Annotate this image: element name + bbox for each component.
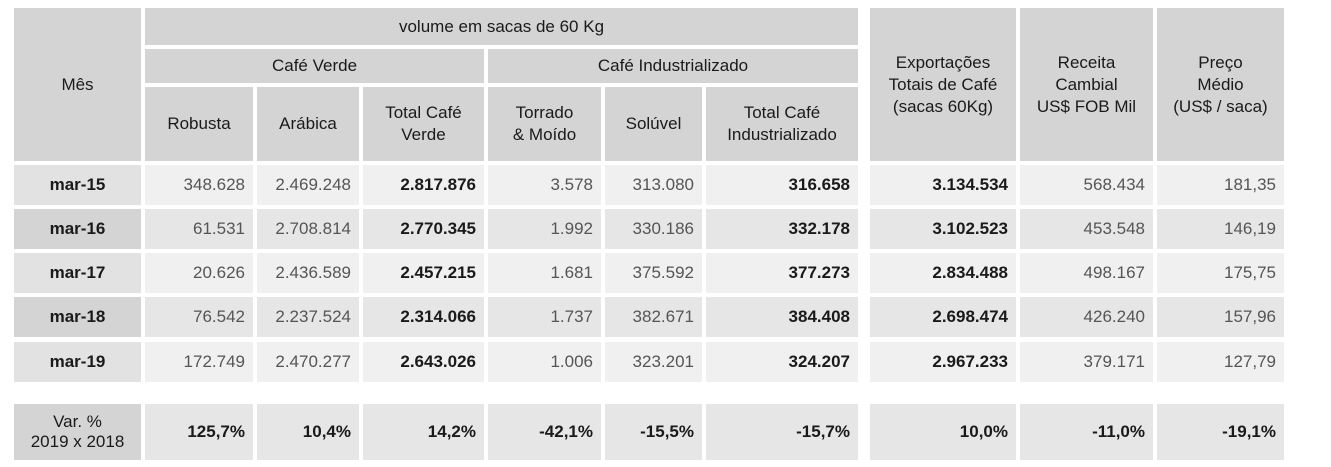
header-total-industrializado: Total Café Industrializado	[706, 87, 858, 161]
header-mes-label: Mês	[61, 74, 94, 94]
variation-total-verde: 14,2%	[363, 404, 484, 460]
cell-total-verde: 2.770.345	[363, 209, 484, 249]
cell-total-verde: 2.643.026	[363, 342, 484, 382]
cell-soluvel: 313.080	[605, 165, 702, 205]
cell-total-industrializado: 332.178	[706, 209, 858, 249]
cell-soluvel: 323.201	[605, 342, 702, 382]
cell-exportacoes: 3.134.534	[870, 165, 1016, 205]
header-arabica-label: Arábica	[279, 114, 337, 133]
header-receita-line2: Cambial	[1055, 74, 1118, 94]
header-volume-label: volume em sacas de 60 Kg	[398, 16, 605, 36]
cell-preco: 127,79	[1157, 342, 1284, 382]
header-torrado-line1: Torrado	[515, 103, 574, 122]
cell-arabica: 2.469.248	[257, 165, 359, 205]
row-month-label: mar-17	[14, 253, 141, 293]
cell-preco: 175,75	[1157, 253, 1284, 293]
header-total-ind-line1: Total Café	[743, 103, 821, 122]
cell-robusta: 348.628	[145, 165, 253, 205]
header-preco-line1: Preço	[1198, 52, 1243, 72]
cell-preco: 146,19	[1157, 209, 1284, 249]
header-exportacoes-line3: (sacas 60Kg)	[892, 96, 994, 116]
header-total-verde-line1: Total Café	[385, 103, 462, 122]
header-cafe-industrializado: Café Industrializado	[488, 49, 858, 83]
cell-soluvel: 375.592	[605, 253, 702, 293]
cell-total-verde: 2.314.066	[363, 297, 484, 337]
header-robusta-label: Robusta	[167, 114, 231, 133]
header-soluvel: Solúvel	[605, 87, 702, 161]
variation-label-line1: Var. %	[53, 412, 102, 431]
row-month-label: mar-18	[14, 297, 141, 337]
header-total-verde: Total Café Verde	[363, 87, 484, 161]
header-exportacoes-line2: Totais de Café	[888, 74, 998, 94]
row-month-label: mar-16	[14, 209, 141, 249]
header-receita-line1: Receita	[1057, 52, 1116, 72]
cell-receita: 426.240	[1020, 297, 1153, 337]
header-exportacoes: Exportações Totais de Café (sacas 60Kg)	[870, 8, 1016, 161]
cell-arabica: 2.237.524	[257, 297, 359, 337]
variation-arabica: 10,4%	[257, 404, 359, 460]
cell-exportacoes: 2.698.474	[870, 297, 1016, 337]
cell-total-industrializado: 324.207	[706, 342, 858, 382]
header-volume: volume em sacas de 60 Kg	[145, 8, 858, 45]
header-preco: Preço Médio (US$ / saca)	[1157, 8, 1284, 161]
variation-preco: -19,1%	[1157, 404, 1284, 460]
header-preco-line3: (US$ / saca)	[1173, 96, 1268, 116]
header-torrado-line2: & Moído	[512, 125, 577, 144]
header-cafe-verde: Café Verde	[145, 49, 484, 83]
variation-label-line2: 2019 x 2018	[30, 432, 125, 451]
cell-receita: 568.434	[1020, 165, 1153, 205]
cell-torrado: 1.992	[488, 209, 601, 249]
cell-total-industrializado: 316.658	[706, 165, 858, 205]
cell-robusta: 61.531	[145, 209, 253, 249]
header-exportacoes-line1: Exportações	[895, 52, 991, 72]
cell-torrado: 1.681	[488, 253, 601, 293]
variation-robusta: 125,7%	[145, 404, 253, 460]
variation-total-industrializado: -15,7%	[706, 404, 858, 460]
header-receita: Receita Cambial US$ FOB Mil	[1020, 8, 1153, 161]
header-cafe-verde-label: Café Verde	[271, 56, 358, 75]
cell-arabica: 2.708.814	[257, 209, 359, 249]
cell-total-verde: 2.457.215	[363, 253, 484, 293]
cell-torrado: 1.006	[488, 342, 601, 382]
cell-receita: 498.167	[1020, 253, 1153, 293]
cell-robusta: 76.542	[145, 297, 253, 337]
variation-exportacoes: 10,0%	[870, 404, 1016, 460]
cell-exportacoes: 3.102.523	[870, 209, 1016, 249]
cell-arabica: 2.470.277	[257, 342, 359, 382]
header-total-ind-line2: Industrializado	[727, 125, 837, 144]
cell-total-verde: 2.817.876	[363, 165, 484, 205]
cell-soluvel: 382.671	[605, 297, 702, 337]
variation-torrado: -42,1%	[488, 404, 601, 460]
header-receita-line3: US$ FOB Mil	[1036, 96, 1137, 116]
cell-torrado: 1.737	[488, 297, 601, 337]
cell-total-industrializado: 377.273	[706, 253, 858, 293]
cell-soluvel: 330.186	[605, 209, 702, 249]
cell-robusta: 172.749	[145, 342, 253, 382]
variation-label: Var. % 2019 x 2018	[14, 404, 141, 460]
variation-receita: -11,0%	[1020, 404, 1153, 460]
header-preco-line2: Médio	[1197, 74, 1244, 94]
cell-robusta: 20.626	[145, 253, 253, 293]
variation-soluvel: -15,5%	[605, 404, 702, 460]
cell-arabica: 2.436.589	[257, 253, 359, 293]
cell-receita: 453.548	[1020, 209, 1153, 249]
cell-total-industrializado: 384.408	[706, 297, 858, 337]
header-total-verde-line2: Verde	[401, 125, 446, 144]
cell-exportacoes: 2.834.488	[870, 253, 1016, 293]
cell-preco: 181,35	[1157, 165, 1284, 205]
row-month-label: mar-15	[14, 165, 141, 205]
header-cafe-industrializado-label: Café Industrializado	[597, 56, 749, 75]
cell-exportacoes: 2.967.233	[870, 342, 1016, 382]
row-month-label: mar-19	[14, 342, 141, 382]
header-arabica: Arábica	[257, 87, 359, 161]
cell-preco: 157,96	[1157, 297, 1284, 337]
header-robusta: Robusta	[145, 87, 253, 161]
header-soluvel-label: Solúvel	[625, 114, 682, 133]
cell-torrado: 3.578	[488, 165, 601, 205]
cell-receita: 379.171	[1020, 342, 1153, 382]
header-mes: Mês	[14, 8, 141, 161]
header-torrado: Torrado & Moído	[488, 87, 601, 161]
